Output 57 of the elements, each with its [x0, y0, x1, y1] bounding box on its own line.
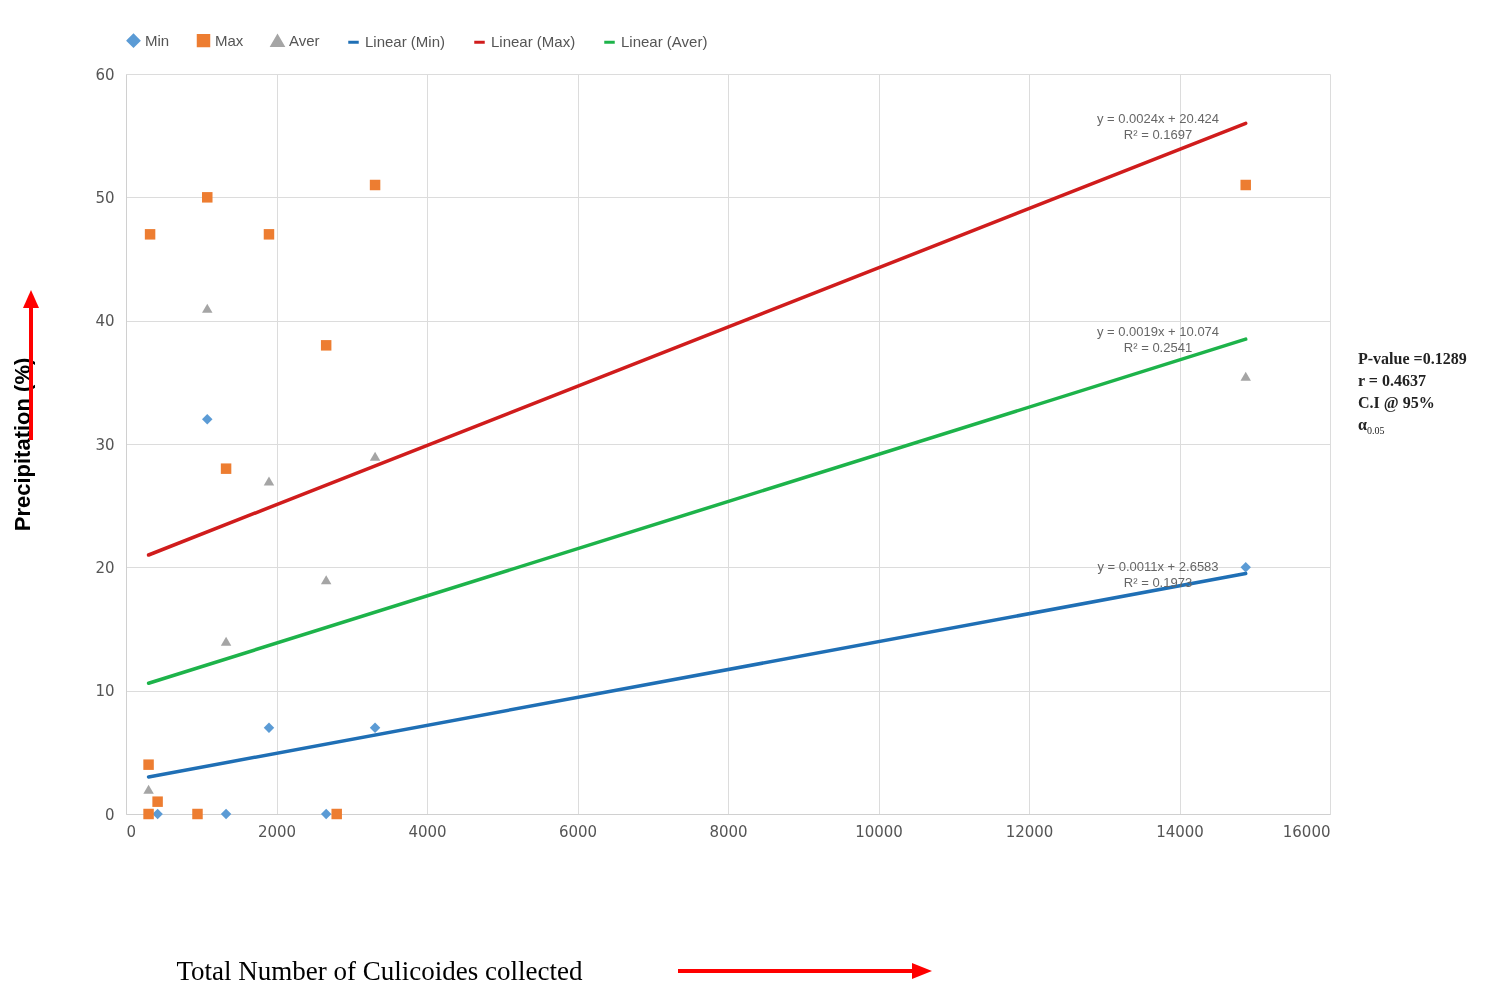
text: r = 0.4637 — [1358, 371, 1427, 391]
y-tick-label: 40 — [95, 312, 115, 331]
x-tick-label: 4000 — [408, 822, 447, 841]
point — [143, 759, 154, 770]
text: α$_{0.05}$ — [1358, 415, 1386, 439]
point — [369, 722, 381, 733]
legend-label: Linear (Min) — [365, 33, 446, 51]
legend-label: Linear (Aver) — [621, 33, 708, 51]
point — [202, 192, 213, 203]
y-tick-label: 0 — [104, 805, 115, 824]
x-tick-label: 14000 — [1156, 822, 1204, 841]
annotation: R² = 0.2541 — [1122, 340, 1194, 356]
text: P-value =0.1289 — [1358, 349, 1467, 369]
legend-label: Aver — [289, 31, 320, 49]
point — [1240, 179, 1251, 191]
point — [192, 808, 203, 820]
x-tick-label: 16000 — [1282, 822, 1331, 841]
legend-label: Min — [145, 31, 170, 49]
point — [152, 796, 163, 807]
y-tick-label: 50 — [95, 188, 115, 207]
x-axis-title: Total Number of Culicoides collected — [176, 955, 583, 986]
point — [369, 451, 381, 461]
annotation: y = 0.0011x + 2.6583 — [1096, 559, 1220, 575]
point — [1240, 562, 1251, 573]
annotation: R² = 0.1697 — [1122, 127, 1194, 143]
y-tick-label: 20 — [95, 558, 115, 577]
point — [263, 722, 275, 733]
point — [143, 784, 154, 794]
point — [320, 340, 332, 351]
point — [263, 476, 275, 486]
y-tick-label: 30 — [95, 435, 115, 454]
point — [331, 808, 342, 820]
y-tick-label: 10 — [95, 682, 115, 701]
legend-label: Linear (Max) — [491, 33, 576, 51]
point — [320, 808, 332, 820]
point — [320, 575, 332, 585]
text: C.I @ 95% — [1358, 393, 1436, 414]
point — [1240, 371, 1251, 381]
legend-label: Max — [215, 31, 244, 49]
point — [220, 463, 232, 474]
point — [143, 808, 154, 820]
point — [220, 636, 232, 646]
x-tick-label: 0 — [126, 822, 137, 841]
point — [263, 229, 275, 240]
x-tick-label: 10000 — [855, 822, 903, 841]
annotation: y = 0.0024x + 20.424 — [1095, 111, 1221, 127]
point — [144, 229, 156, 240]
point — [202, 303, 213, 313]
point — [369, 179, 381, 191]
x-tick-label: 8000 — [709, 822, 748, 841]
annotation: y = 0.0019x + 10.074 — [1095, 324, 1221, 340]
x-tick-label: 2000 — [257, 822, 297, 841]
point — [202, 414, 213, 425]
point — [220, 808, 232, 820]
x-tick-label: 12000 — [1005, 822, 1054, 841]
x-tick-label: 6000 — [558, 822, 598, 841]
y-tick-label: 60 — [95, 65, 115, 84]
